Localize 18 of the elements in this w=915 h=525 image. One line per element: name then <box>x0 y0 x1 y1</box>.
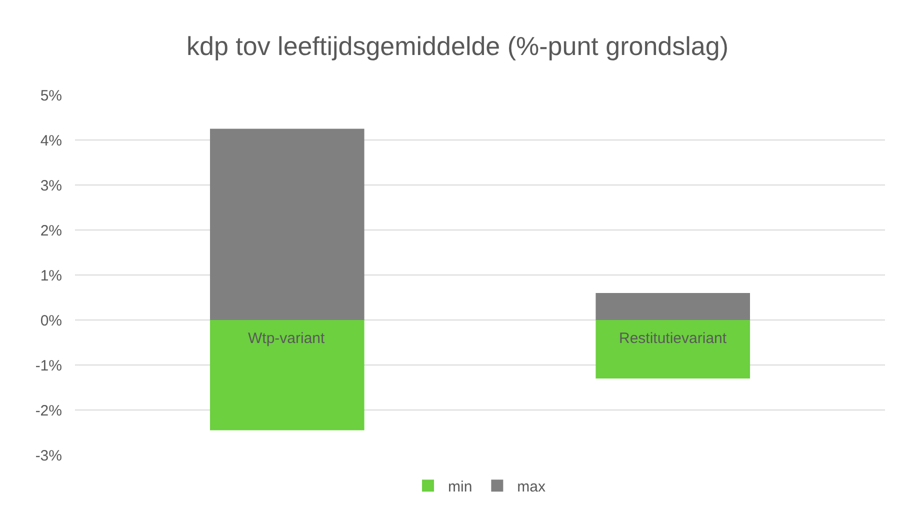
x-tick-label: Restitutievariant <box>619 330 728 347</box>
y-tick-label: 5% <box>40 87 62 104</box>
x-tick-label: Wtp-variant <box>248 330 326 347</box>
y-tick-label: -3% <box>35 447 62 464</box>
bar <box>210 320 364 430</box>
y-tick-label: -1% <box>35 357 62 374</box>
y-tick-label: 0% <box>40 312 62 330</box>
legend-label: min <box>448 478 472 496</box>
legend-label: max <box>517 478 546 496</box>
y-tick-label: -2% <box>35 402 62 420</box>
y-tick-label: 4% <box>40 132 62 150</box>
bar <box>596 293 750 320</box>
y-tick-label: 2% <box>40 222 62 240</box>
chart-title: kdp tov leeftijdsgemiddelde (%-punt grondslag) <box>186 30 728 61</box>
bar <box>596 320 750 378</box>
y-tick-label: 3% <box>40 177 62 194</box>
bar <box>210 128 364 320</box>
y-tick-label: 1% <box>40 267 62 284</box>
